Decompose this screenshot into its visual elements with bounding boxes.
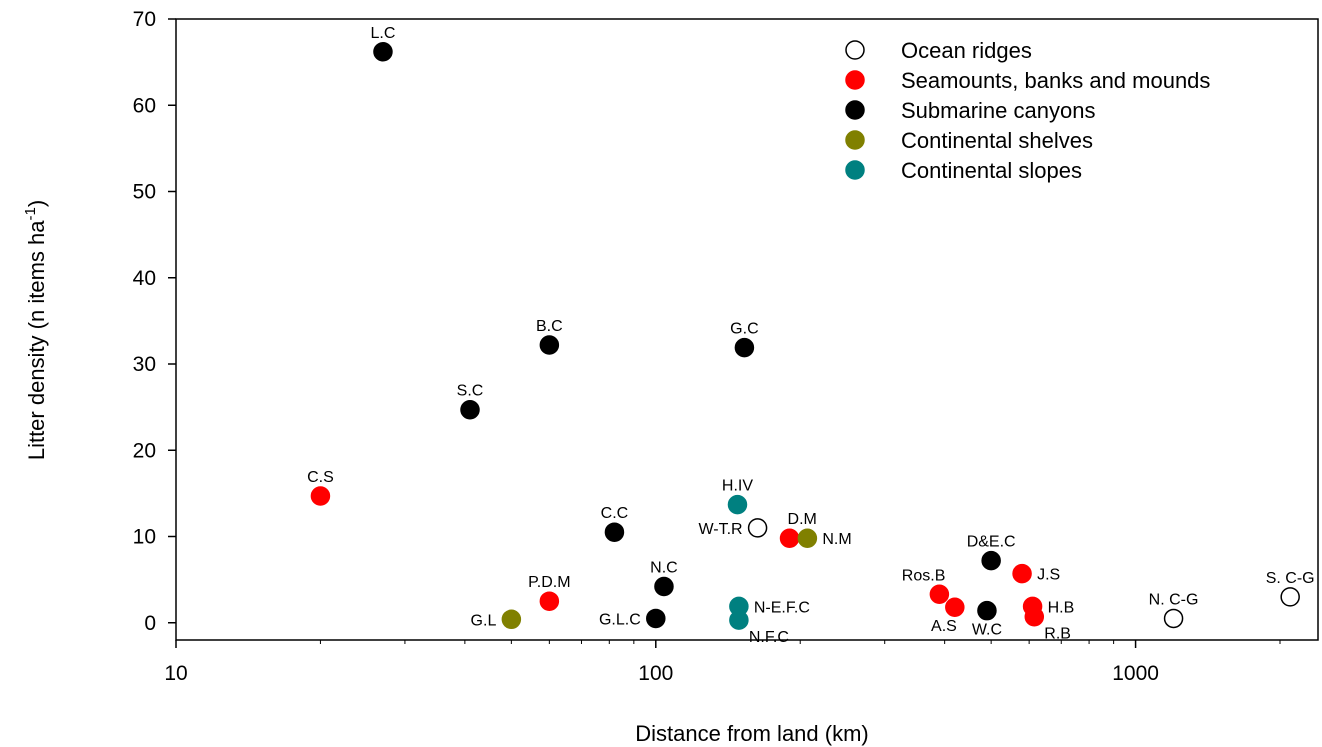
data-point	[501, 609, 522, 630]
x-tick-label: 100	[638, 662, 673, 685]
data-point-label: D.M	[788, 511, 817, 528]
y-tick-label: 10	[133, 526, 156, 549]
legend: Ocean ridges Seamounts, banks and mounds S…	[845, 38, 1210, 183]
data-point-label: G.L.C	[599, 611, 641, 628]
data-point-label: G.C	[730, 321, 758, 338]
data-point-label: C.C	[601, 505, 629, 522]
data-point	[373, 42, 393, 62]
data-point-label: A.S	[931, 618, 957, 635]
data-point	[734, 337, 755, 358]
legend-label: Continental shelves	[901, 128, 1093, 153]
legend-marker	[845, 160, 865, 180]
y-tick-label: 60	[133, 94, 156, 117]
data-point-label: N.F.C	[749, 629, 789, 646]
data-point-label: N-E.F.C	[754, 599, 810, 616]
data-point-label: D&E.C	[967, 534, 1016, 551]
data-point-label: J.S	[1037, 567, 1060, 584]
y-axis-title-main: Litter density (n items ha	[24, 220, 49, 460]
data-point	[729, 610, 749, 630]
data-point-label: N.M	[822, 531, 851, 548]
legend-marker	[845, 70, 865, 90]
y-axis-title-close: )	[24, 200, 49, 207]
data-point-label: H.IV	[722, 478, 753, 495]
data-point-label: R.B	[1044, 626, 1071, 643]
y-tick-label: 0	[144, 612, 156, 635]
data-point	[646, 608, 666, 629]
y-tick-label: 50	[133, 181, 156, 204]
data-point	[1163, 608, 1184, 629]
points-layer: W-T.R N. C-G S. C-G C.S P.D.M D.M Ros.B A.S J.S H…	[307, 25, 1315, 646]
y-axis-title-superscript: -1	[22, 207, 39, 220]
data-point-label: N.C	[650, 560, 678, 577]
legend-label: Ocean ridges	[901, 38, 1032, 63]
legend-marker	[845, 100, 865, 120]
legend-marker	[845, 130, 865, 150]
data-point-label: W-T.R	[698, 521, 742, 538]
data-point-label: S. C-G	[1266, 570, 1315, 587]
legend-label: Seamounts, banks and mounds	[901, 68, 1210, 93]
data-point	[929, 584, 950, 605]
data-point-label: G.L	[471, 612, 497, 629]
y-tick-label: 20	[133, 439, 156, 462]
data-point	[797, 528, 818, 548]
data-point-label: N. C-G	[1149, 591, 1199, 608]
data-point	[945, 597, 965, 617]
data-point	[654, 576, 674, 597]
data-point-label: Ros.B	[902, 567, 946, 584]
x-tick-label: 1000	[1112, 662, 1159, 685]
data-point	[604, 522, 625, 542]
data-point	[779, 528, 800, 548]
x-tick-label: 10	[164, 662, 187, 685]
data-point-label: L.C	[371, 25, 396, 42]
y-tick-label: 40	[133, 267, 156, 290]
data-point	[1024, 606, 1045, 627]
data-point	[727, 494, 748, 515]
data-point	[977, 600, 997, 621]
data-point	[981, 550, 1001, 571]
plot-frame	[175, 18, 1319, 641]
y-tick-label: 70	[133, 8, 156, 31]
data-point-label: H.B	[1048, 599, 1075, 616]
data-point	[747, 518, 768, 538]
data-point	[460, 399, 480, 420]
data-point	[1012, 563, 1032, 584]
data-point-label: B.C	[536, 318, 563, 335]
data-point-label: S.C	[457, 383, 484, 400]
data-point-label: P.D.M	[528, 574, 570, 591]
y-axis-title: Litter density (n items ha-1)	[22, 200, 49, 460]
data-point	[310, 486, 331, 506]
axes-layer: 0 10 20 30 40 50 60 70 10 100 1000	[133, 8, 1319, 685]
data-point-label: C.S	[307, 469, 334, 486]
data-point	[539, 335, 560, 355]
legend-label: Continental slopes	[901, 158, 1082, 183]
data-point	[539, 591, 560, 611]
data-point	[1280, 587, 1300, 607]
legend-marker	[845, 40, 865, 60]
x-axis-title: Distance from land (km)	[635, 721, 869, 746]
y-tick-label: 30	[133, 353, 156, 376]
legend-label: Submarine canyons	[901, 98, 1095, 123]
data-point-label: W.C	[972, 622, 1002, 639]
